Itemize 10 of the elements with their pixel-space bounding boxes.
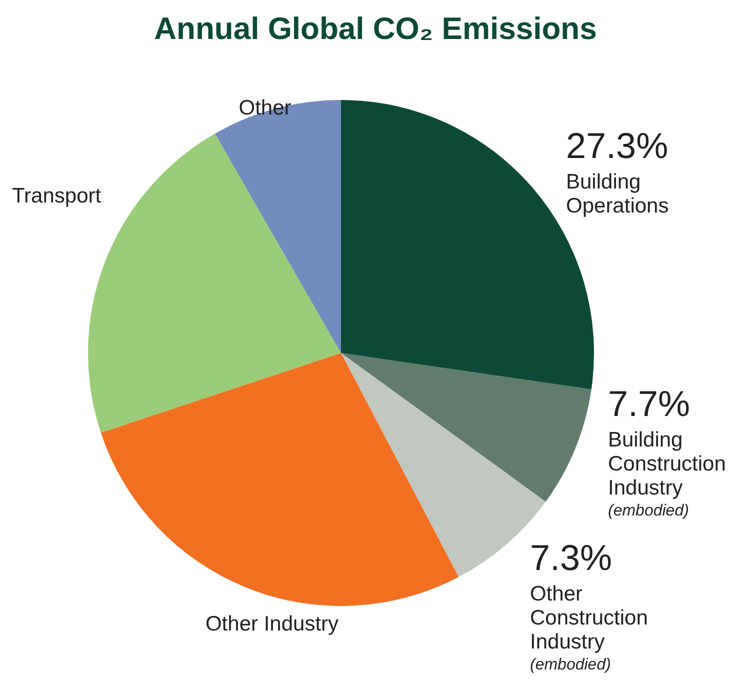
- slice-label: Building Construction Industry (embodied): [608, 428, 726, 520]
- data-label: 7.7%: [608, 382, 690, 424]
- slice-label: Other Industry: [205, 612, 340, 636]
- slice-label: Building Operations: [566, 170, 669, 218]
- slice-label: Other: [238, 96, 292, 120]
- slice-label: Transport: [12, 184, 102, 208]
- chart-title: Annual Global CO₂ Emissions: [153, 10, 598, 48]
- slice-label: Other Construction Industry (embodied): [530, 582, 648, 674]
- data-label: 7.3%: [530, 536, 612, 578]
- data-label: 27.3%: [566, 124, 668, 166]
